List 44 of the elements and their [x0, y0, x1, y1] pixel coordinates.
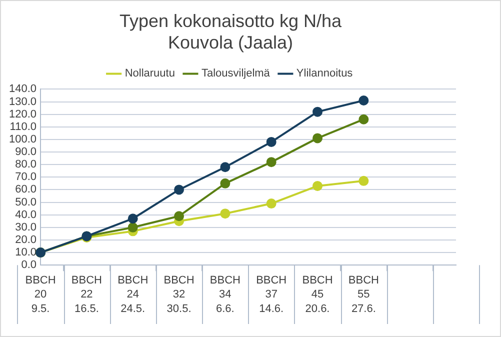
point	[128, 222, 138, 232]
point	[266, 198, 276, 209]
point	[358, 114, 369, 124]
x-tick-label: BBCH 45 20.6.	[302, 274, 333, 315]
y-tick-label: 60.0	[15, 184, 37, 196]
y-tick-label: 0.0	[21, 259, 37, 272]
point	[128, 214, 138, 224]
point	[312, 106, 323, 117]
x-tick-label: BBCH 20 9.5.	[25, 274, 56, 315]
x-tick-label: BBCH 24 24.5.	[118, 274, 148, 315]
point	[220, 178, 230, 188]
y-tick-label: 70.0	[15, 171, 37, 184]
x-tick-label: BBCH 55 27.6.	[348, 274, 380, 315]
legend-label: Talousviljelmä	[201, 68, 271, 80]
legend-label: Nollaruutu	[124, 68, 175, 80]
text: Kouvola (Jaala)	[168, 32, 294, 52]
y-tick-label: 80.0	[15, 158, 37, 171]
y-tick-label: 50.0	[15, 196, 37, 208]
y-tick-label: 110.0	[10, 120, 37, 133]
y-tick-label: 140.0	[8, 83, 37, 96]
point	[174, 211, 184, 222]
y-tick-label: 130.0	[8, 96, 37, 108]
y-tick-label: 10.0	[15, 246, 37, 259]
y-tick-label: 120.0	[8, 108, 37, 120]
point	[358, 176, 369, 186]
y-tick-label: 40.0	[15, 208, 37, 221]
x-tick-label: BBCH 34 6.6.	[210, 274, 241, 315]
y-tick-label: 100.0	[8, 133, 37, 146]
y-tick-label: 20.0	[15, 234, 37, 246]
legend-label: Ylilannoitus	[296, 68, 354, 80]
y-tick-label: 30.0	[15, 221, 37, 234]
x-tick-label: BBCH 32 30.5.	[164, 274, 194, 315]
point	[266, 136, 276, 147]
point	[266, 157, 276, 168]
x-tick-label: BBCH 37 14.6.	[256, 274, 287, 315]
point	[312, 133, 323, 144]
point	[312, 180, 323, 191]
point	[220, 208, 230, 219]
text: Typen kokonaisotto kg N/ha	[119, 10, 342, 31]
point	[358, 96, 369, 106]
point	[220, 162, 230, 172]
x-tick-label: BBCH 22 16.5.	[71, 274, 102, 315]
point	[174, 184, 184, 195]
y-tick-label: 90.0	[15, 146, 37, 158]
